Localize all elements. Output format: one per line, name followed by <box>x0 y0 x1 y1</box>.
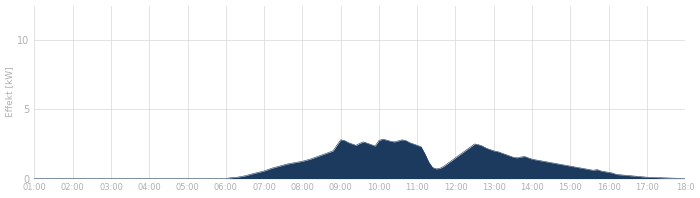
Y-axis label: Effekt [kW]: Effekt [kW] <box>6 67 15 117</box>
